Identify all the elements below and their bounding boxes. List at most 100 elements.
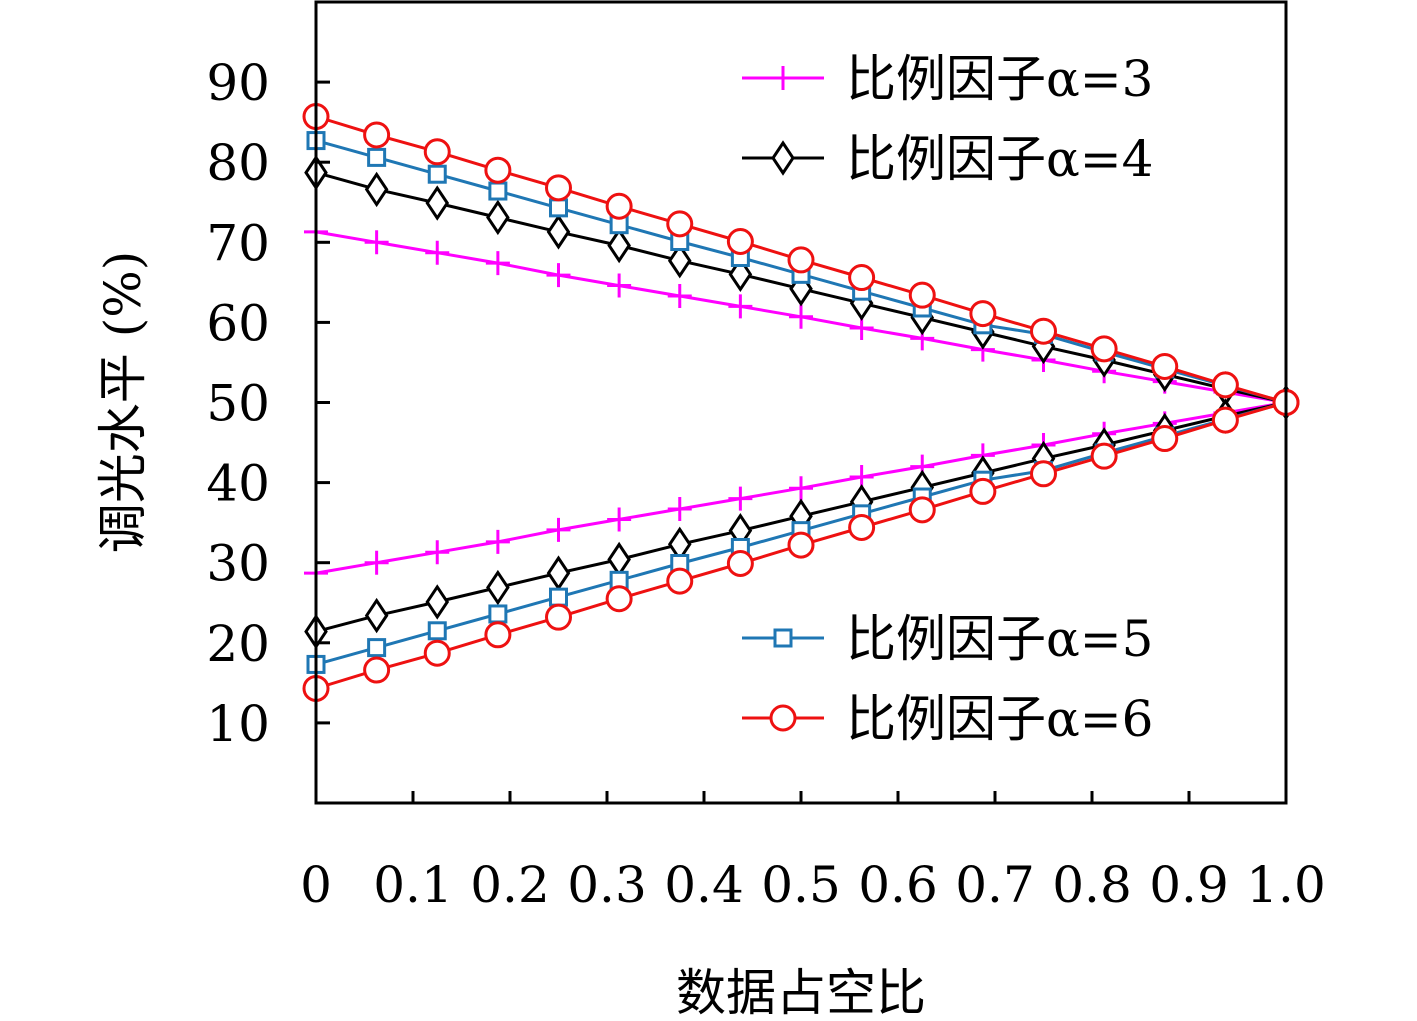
data-point-marker [364, 171, 389, 208]
data-point-marker [545, 603, 572, 631]
data-point-marker [787, 246, 815, 274]
series-alpha-6-upper [302, 103, 1300, 416]
data-point-marker [549, 587, 568, 607]
legend-swatch-marker [771, 66, 795, 90]
y-tick-label: 80 [206, 134, 270, 192]
x-tick-label: 0.6 [858, 856, 938, 914]
y-tick-label: 50 [206, 375, 270, 433]
data-point-marker [423, 639, 451, 667]
data-point-marker [666, 567, 694, 595]
data-point-marker [549, 198, 568, 218]
data-point-marker [787, 531, 815, 559]
data-point-marker [1030, 460, 1057, 488]
data-point-marker [1211, 406, 1239, 434]
data-point-marker [789, 304, 813, 329]
x-tick-label: 0.2 [470, 856, 550, 914]
data-point-marker [546, 517, 571, 542]
data-point-marker [607, 507, 632, 532]
data-point-marker [969, 300, 997, 328]
x-tick-label: 0.7 [955, 856, 1035, 914]
data-point-marker [667, 497, 692, 522]
data-point-marker [364, 597, 389, 634]
data-point-marker [425, 185, 450, 221]
legend-label: 比例因子α=5 [846, 610, 1153, 668]
data-point-marker [969, 477, 997, 505]
data-point-marker [848, 513, 876, 541]
data-point-marker [605, 192, 633, 220]
legend-swatch-marker [769, 704, 797, 732]
legend-entry: 比例因子α=6 [742, 690, 1153, 748]
y-tick-label: 10 [206, 695, 270, 753]
data-point-marker [908, 281, 936, 309]
data-point-marker [789, 476, 813, 501]
x-tick-label: 0.9 [1149, 856, 1229, 914]
y-tick-label: 40 [206, 455, 270, 513]
x-tick-label: 0.1 [373, 856, 453, 914]
y-axis-label: 调光水平 (%) [94, 251, 152, 553]
legend-entry: 比例因子α=4 [742, 130, 1153, 188]
data-point-marker [607, 227, 631, 264]
data-point-marker [1030, 317, 1057, 345]
data-point-marker [546, 555, 571, 591]
data-point-marker [364, 550, 389, 575]
data-point-marker [488, 181, 508, 201]
data-point-marker [425, 240, 450, 265]
legend-entry: 比例因子α=5 [742, 610, 1153, 668]
data-point-marker [848, 264, 876, 292]
legend-entry: 比例因子α=3 [742, 50, 1153, 108]
x-axis-label: 数据占空比 [676, 964, 926, 1021]
data-point-marker [486, 199, 510, 236]
data-point-marker [726, 227, 754, 255]
data-point-marker [546, 263, 571, 288]
data-point-marker [667, 283, 692, 308]
data-point-marker [728, 294, 753, 319]
data-point-marker [605, 585, 633, 613]
data-point-marker [1211, 371, 1239, 399]
data-point-marker [666, 210, 694, 238]
data-point-marker [607, 541, 631, 578]
data-point-marker [488, 604, 508, 624]
data-point-marker [427, 621, 447, 641]
y-tick-label: 60 [206, 294, 270, 352]
data-point-marker [363, 656, 391, 684]
data-point-marker [485, 251, 510, 276]
data-point-marker [425, 584, 450, 620]
plot-frame [314, 0, 1288, 805]
data-point-marker [367, 147, 387, 167]
data-point-marker [425, 540, 450, 565]
y-tick-label: 70 [206, 214, 270, 272]
data-point-marker [1151, 352, 1179, 380]
x-tick-label: 0 [300, 856, 332, 914]
data-point-marker [607, 273, 632, 298]
x-tick-label: 1.0 [1246, 856, 1326, 914]
data-point-marker [484, 156, 512, 184]
axis-ticks: 0 0.1 0.2 0.3 0.4 0.5 0.6 0.7 0.8 0.9 1.0 10 20 30 40 5… [206, 54, 1325, 914]
data-point-marker [363, 121, 391, 149]
legend-swatch-marker [771, 140, 795, 176]
data-point-marker [486, 569, 510, 606]
data-point-marker [1090, 442, 1118, 470]
legend-label: 比例因子α=6 [846, 690, 1153, 748]
x-tick-label: 0.3 [567, 856, 647, 914]
x-tick-label: 0.8 [1052, 856, 1132, 914]
data-point-marker [545, 174, 572, 202]
data-point-marker [427, 164, 447, 184]
x-tick-label: 0.4 [664, 856, 744, 914]
data-point-marker [485, 529, 510, 554]
data-point-marker [484, 621, 512, 649]
legend-label: 比例因子α=4 [846, 130, 1153, 188]
legend: 比例因子α=3 比例因子α=4 比例因子α=5 比例因子α=6 [742, 50, 1153, 748]
x-tick-label: 0.5 [761, 856, 841, 914]
y-tick-label: 20 [206, 615, 270, 673]
data-point-marker [367, 638, 387, 658]
plot-area [302, 103, 1300, 702]
data-point-marker [1090, 335, 1118, 363]
y-tick-label: 90 [206, 54, 270, 112]
data-point-marker [728, 486, 753, 511]
data-point-marker [667, 243, 692, 279]
data-point-marker [1151, 425, 1179, 453]
y-tick-label: 30 [206, 535, 270, 593]
data-point-marker [364, 230, 389, 255]
legend-label: 比例因子α=3 [846, 50, 1153, 108]
